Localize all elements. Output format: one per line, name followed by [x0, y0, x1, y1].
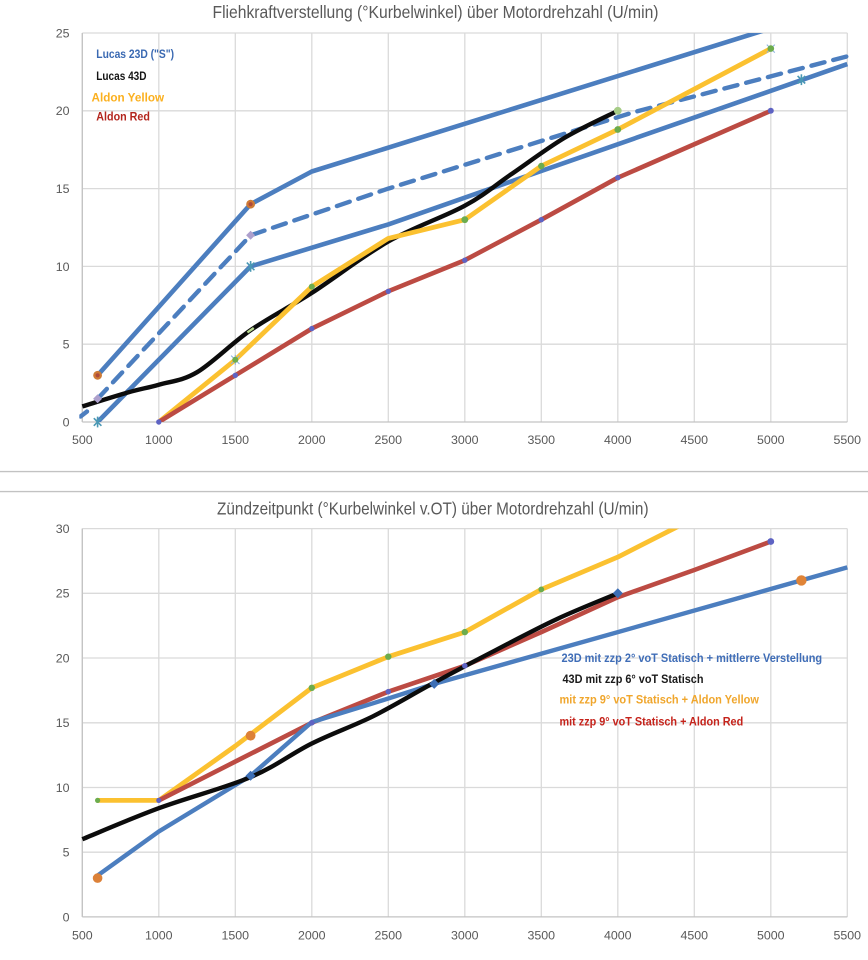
svg-text:5500: 5500: [834, 433, 862, 447]
svg-text:4000: 4000: [604, 929, 632, 943]
svg-text:4000: 4000: [604, 433, 632, 447]
svg-text:5: 5: [63, 338, 70, 352]
svg-text:Zündzeitpunkt (°Kurbelwinkel v: Zündzeitpunkt (°Kurbelwinkel v.OT) über …: [217, 498, 649, 518]
svg-text:500: 500: [72, 433, 93, 447]
svg-text:mit zzp 9° voT Statisch + Ald: mit zzp 9° voT Statisch + Aldon Yellow: [560, 693, 760, 707]
svg-text:Lucas 23D ("S"): Lucas 23D ("S"): [96, 47, 174, 61]
svg-text:25: 25: [56, 587, 70, 601]
svg-text:2000: 2000: [298, 929, 326, 943]
svg-text:5500: 5500: [834, 929, 862, 943]
svg-text:3000: 3000: [451, 929, 479, 943]
svg-text:Aldon Red: Aldon Red: [96, 110, 150, 124]
svg-text:Fliehkraftverstellung (°Kurbel: Fliehkraftverstellung (°Kurbelwinkel) üb…: [213, 2, 659, 22]
svg-text:20: 20: [56, 104, 70, 118]
svg-text:20: 20: [56, 651, 70, 665]
svg-text:1500: 1500: [222, 433, 250, 447]
svg-text:500: 500: [72, 929, 93, 943]
svg-text:3000: 3000: [451, 433, 479, 447]
svg-text:10: 10: [56, 781, 70, 795]
svg-text:0: 0: [63, 415, 70, 429]
svg-text:2500: 2500: [375, 929, 403, 943]
svg-text:3500: 3500: [528, 433, 556, 447]
svg-text:2500: 2500: [375, 433, 403, 447]
svg-text:mit zzp 9° voT Statisch + Ald: mit zzp 9° voT Statisch + Aldon Red: [560, 714, 744, 728]
svg-text:0: 0: [63, 910, 70, 924]
svg-text:4500: 4500: [681, 929, 709, 943]
svg-text:10: 10: [56, 260, 70, 274]
svg-text:5000: 5000: [757, 929, 785, 943]
svg-text:5000: 5000: [757, 433, 785, 447]
svg-text:30: 30: [56, 522, 70, 536]
svg-text:4500: 4500: [681, 433, 709, 447]
svg-text:3500: 3500: [528, 929, 556, 943]
svg-text:23D mit zzp 2° voT Statisch +: 23D mit zzp 2° voT Statisch + mittlerre …: [562, 651, 823, 665]
svg-text:1000: 1000: [145, 433, 173, 447]
svg-text:15: 15: [56, 182, 70, 196]
svg-text:43D mit zzp 6° voT Statisch: 43D mit zzp 6° voT Statisch: [563, 672, 704, 686]
svg-text:Lucas 43D: Lucas 43D: [96, 69, 146, 83]
svg-text:1500: 1500: [222, 929, 250, 943]
svg-text:25: 25: [56, 26, 70, 40]
svg-text:Aldon Yellow: Aldon Yellow: [92, 91, 165, 105]
svg-text:1000: 1000: [145, 929, 173, 943]
svg-text:5: 5: [63, 846, 70, 860]
svg-text:15: 15: [56, 716, 70, 730]
svg-text:2000: 2000: [298, 433, 326, 447]
